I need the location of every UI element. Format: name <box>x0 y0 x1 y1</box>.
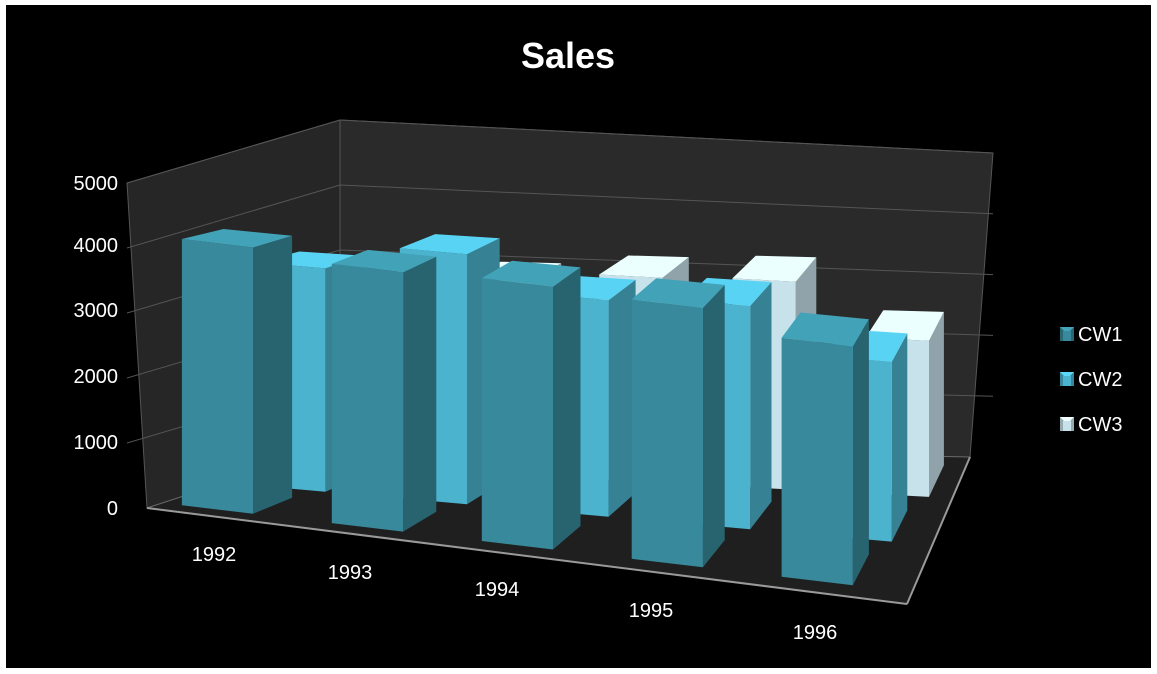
bar-top <box>331 249 437 273</box>
legend-swatch-top <box>1060 417 1074 424</box>
bar-cw1-1992 <box>181 229 293 514</box>
legend-swatch-front <box>1063 331 1071 341</box>
bar-side <box>608 279 636 517</box>
legend: CW1 CW2 CW3 <box>1060 324 1122 436</box>
x-tick-label: 1994 <box>475 579 520 601</box>
legend-swatch-front <box>1063 421 1071 431</box>
legend-label: CW3 <box>1078 414 1122 436</box>
y-tick-label: 3000 <box>74 300 119 322</box>
y-tick-label: 1000 <box>74 432 119 454</box>
legend-swatch-top <box>1060 372 1074 379</box>
gridline-back <box>339 119 994 154</box>
bar-top <box>781 312 869 347</box>
y-axis-ticks: 0 1000 2000 3000 4000 5000 <box>74 173 119 520</box>
y-tick-label: 4000 <box>74 235 119 257</box>
bar-side <box>929 311 944 497</box>
bar-front <box>481 278 553 550</box>
bar-cw1-1996 <box>781 312 869 586</box>
x-tick-label: 1992 <box>192 544 237 566</box>
gridline-side <box>126 184 341 249</box>
chart-title: Sales <box>521 35 615 76</box>
bar-cw1-1995 <box>631 278 725 568</box>
bar-front <box>181 239 254 514</box>
bar-side <box>553 267 581 550</box>
bar-side <box>403 256 437 532</box>
bars <box>181 229 944 586</box>
legend-label: CW2 <box>1078 369 1122 391</box>
bar-front <box>331 263 404 532</box>
bar-top <box>481 260 581 287</box>
y-tick-label: 0 <box>107 498 118 520</box>
depth-axis-line <box>906 456 971 605</box>
bar-side <box>702 284 725 568</box>
x-axis-line <box>146 507 908 605</box>
legend-swatch-cw3 <box>1060 417 1074 431</box>
legend-label: CW1 <box>1078 324 1122 346</box>
bar-top <box>732 255 817 282</box>
bar-side <box>891 333 908 542</box>
bar-cw1-1994 <box>481 260 581 550</box>
bar-top <box>399 234 500 255</box>
x-tick-label: 1995 <box>629 600 674 622</box>
bar-side <box>253 235 293 514</box>
bar-top <box>631 278 725 308</box>
x-tick-label: 1993 <box>328 562 373 584</box>
bar-front <box>631 299 703 568</box>
legend-swatch-cw1 <box>1060 327 1074 341</box>
gridline-back <box>339 184 994 215</box>
legend-swatch-top <box>1060 327 1074 334</box>
y-tick-label: 2000 <box>74 366 119 388</box>
bar-top <box>599 255 689 278</box>
gridline-side <box>126 119 341 184</box>
bar-side <box>750 282 772 530</box>
x-tick-label: 1996 <box>793 622 838 644</box>
x-axis-labels: 1992 1993 1994 1995 1996 <box>192 544 838 644</box>
bar-cw1-1993 <box>331 249 437 532</box>
bar-side <box>852 319 869 586</box>
legend-swatch-front <box>1063 376 1071 386</box>
bar-top <box>181 229 293 248</box>
bar-front <box>781 337 853 586</box>
y-tick-label: 5000 <box>74 173 119 195</box>
legend-swatch-cw2 <box>1060 372 1074 386</box>
